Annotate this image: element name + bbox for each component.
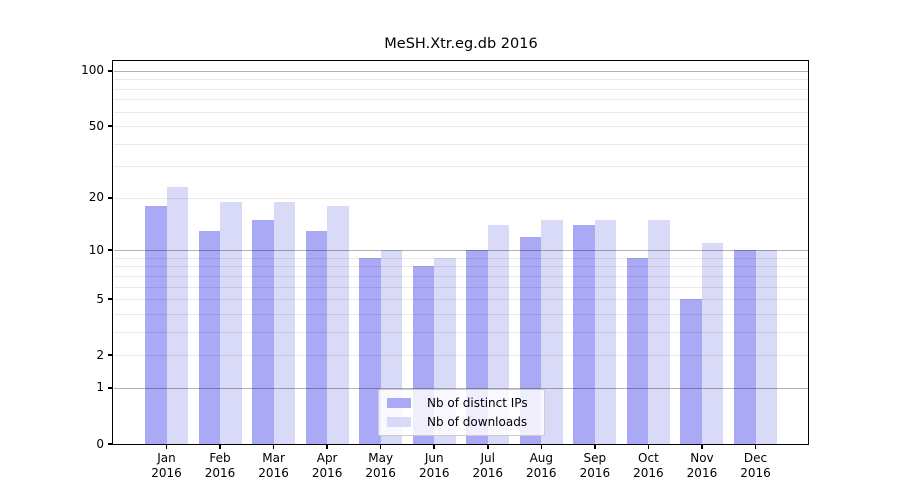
xtick-label-year-jul: 2016	[472, 466, 504, 480]
xtick-apr	[326, 444, 328, 449]
xtick-label-month-jan: Jan	[157, 451, 176, 465]
bar-mar-distinct-ips	[252, 219, 274, 444]
xtick-may	[379, 444, 382, 449]
xtick-sep	[594, 444, 596, 449]
gridline-minor-30	[114, 166, 808, 168]
xtick-label-year-mar: 2016	[258, 466, 289, 480]
xtick-label-month-mar: Mar	[262, 451, 285, 465]
ytick-2	[108, 354, 113, 356]
xtick-jun	[433, 444, 436, 449]
xtick-aug	[540, 444, 543, 449]
gridline-minor-9	[114, 257, 808, 259]
bar-feb-distinct-ips	[198, 230, 221, 444]
xtick-label-year-oct: 2016	[633, 466, 664, 480]
legend-label-downloads: Nb of downloads	[427, 415, 528, 429]
gridline-minor-3	[114, 331, 808, 333]
bar-dec-downloads	[755, 250, 777, 444]
xtick-label-year-dec: 2016	[740, 466, 771, 480]
xtick-label-year-jan: 2016	[151, 466, 182, 480]
gridline-minor-60	[114, 111, 808, 113]
ytick-label-10: 10	[88, 242, 104, 257]
bar-feb-downloads	[220, 201, 242, 444]
xtick-label-year-sep: 2016	[579, 466, 611, 480]
xtick-feb	[219, 444, 221, 449]
legend-swatch-downloads	[387, 417, 411, 427]
xtick-oct	[647, 444, 650, 449]
xtick-label-year-apr: 2016	[311, 466, 343, 480]
ytick-100	[108, 69, 113, 72]
gridline-major-10	[114, 250, 808, 252]
ytick-0	[108, 443, 113, 445]
gridline-minor-40	[114, 143, 808, 145]
bar-may-distinct-ips	[359, 257, 381, 444]
gridline-minor-20	[114, 197, 808, 199]
bar-jan-distinct-ips	[145, 205, 167, 444]
gridline-minor-70	[114, 99, 808, 101]
xtick-label-month-aug: Aug	[529, 451, 554, 465]
ytick-10	[108, 249, 113, 251]
bar-jan-downloads	[166, 187, 188, 444]
xtick-label-year-aug: 2016	[526, 466, 557, 480]
ytick-label-0: 0	[96, 436, 104, 451]
xtick-dec	[754, 444, 757, 449]
ytick-1	[108, 387, 113, 389]
bar-nov-distinct-ips	[680, 299, 702, 444]
legend-item-downloads: Nb of downloads	[387, 414, 544, 430]
xtick-mar	[272, 444, 275, 449]
xtick-label-month-jul: Jul	[480, 451, 495, 465]
bar-sep-distinct-ips	[573, 225, 595, 444]
bar-oct-distinct-ips	[626, 257, 649, 444]
gridline-minor-8	[114, 266, 808, 268]
gridline-minor-90	[114, 79, 808, 81]
xtick-label-month-dec: Dec	[743, 451, 768, 465]
ytick-label-20: 20	[88, 190, 104, 205]
xtick-label-month-apr: Apr	[316, 451, 338, 465]
gridline-minor-2	[114, 355, 808, 357]
xtick-nov	[701, 444, 703, 449]
ytick-20	[108, 197, 113, 199]
ytick-label-5: 5	[96, 291, 104, 306]
legend-swatch-distinct-ips	[387, 398, 411, 408]
xtick-label-month-may: May	[368, 451, 394, 465]
gridline-minor-7	[114, 275, 808, 277]
xtick-label-month-feb: Feb	[209, 451, 231, 465]
gridline-minor-50	[114, 126, 808, 128]
xtick-label-month-jun: Jun	[424, 451, 444, 465]
gridline-major-100	[114, 70, 808, 72]
bar-mar-downloads	[273, 201, 296, 444]
gridline-minor-80	[114, 88, 808, 90]
ytick-5	[108, 298, 113, 300]
gridline-minor-5	[114, 299, 808, 301]
xtick-jul	[486, 444, 489, 449]
ytick-label-50: 50	[88, 118, 104, 133]
xtick-label-year-jun: 2016	[418, 466, 450, 480]
xtick-label-year-may: 2016	[365, 466, 396, 480]
bar-aug-downloads	[541, 219, 563, 444]
legend-item-distinct-ips: Nb of distinct IPs	[387, 395, 544, 411]
ytick-label-2: 2	[96, 347, 104, 362]
bar-oct-downloads	[648, 219, 670, 444]
xtick-label-year-feb: 2016	[204, 466, 236, 480]
gridline-major-1	[114, 387, 808, 389]
legend-label-distinct-ips: Nb of distinct IPs	[427, 396, 528, 410]
xtick-label-month-sep: Sep	[583, 451, 607, 465]
bar-dec-distinct-ips	[734, 250, 756, 444]
xtick-label-month-nov: Nov	[690, 451, 714, 465]
bar-sep-downloads	[594, 219, 617, 444]
legend: Nb of distinct IPs Nb of downloads	[378, 389, 545, 436]
ytick-label-100: 100	[81, 63, 104, 78]
bar-nov-downloads	[701, 243, 724, 444]
gridline-minor-6	[114, 286, 808, 288]
xtick-label-month-oct: Oct	[638, 451, 659, 465]
xtick-label-year-nov: 2016	[686, 466, 718, 480]
gridline-minor-4	[114, 313, 808, 315]
bar-apr-distinct-ips	[305, 230, 328, 444]
xtick-jan	[165, 444, 168, 449]
ytick-50	[108, 125, 113, 127]
ytick-label-1: 1	[96, 380, 104, 395]
bar-apr-downloads	[327, 205, 349, 444]
chart-title: MeSH.Xtr.eg.db 2016	[384, 36, 538, 52]
